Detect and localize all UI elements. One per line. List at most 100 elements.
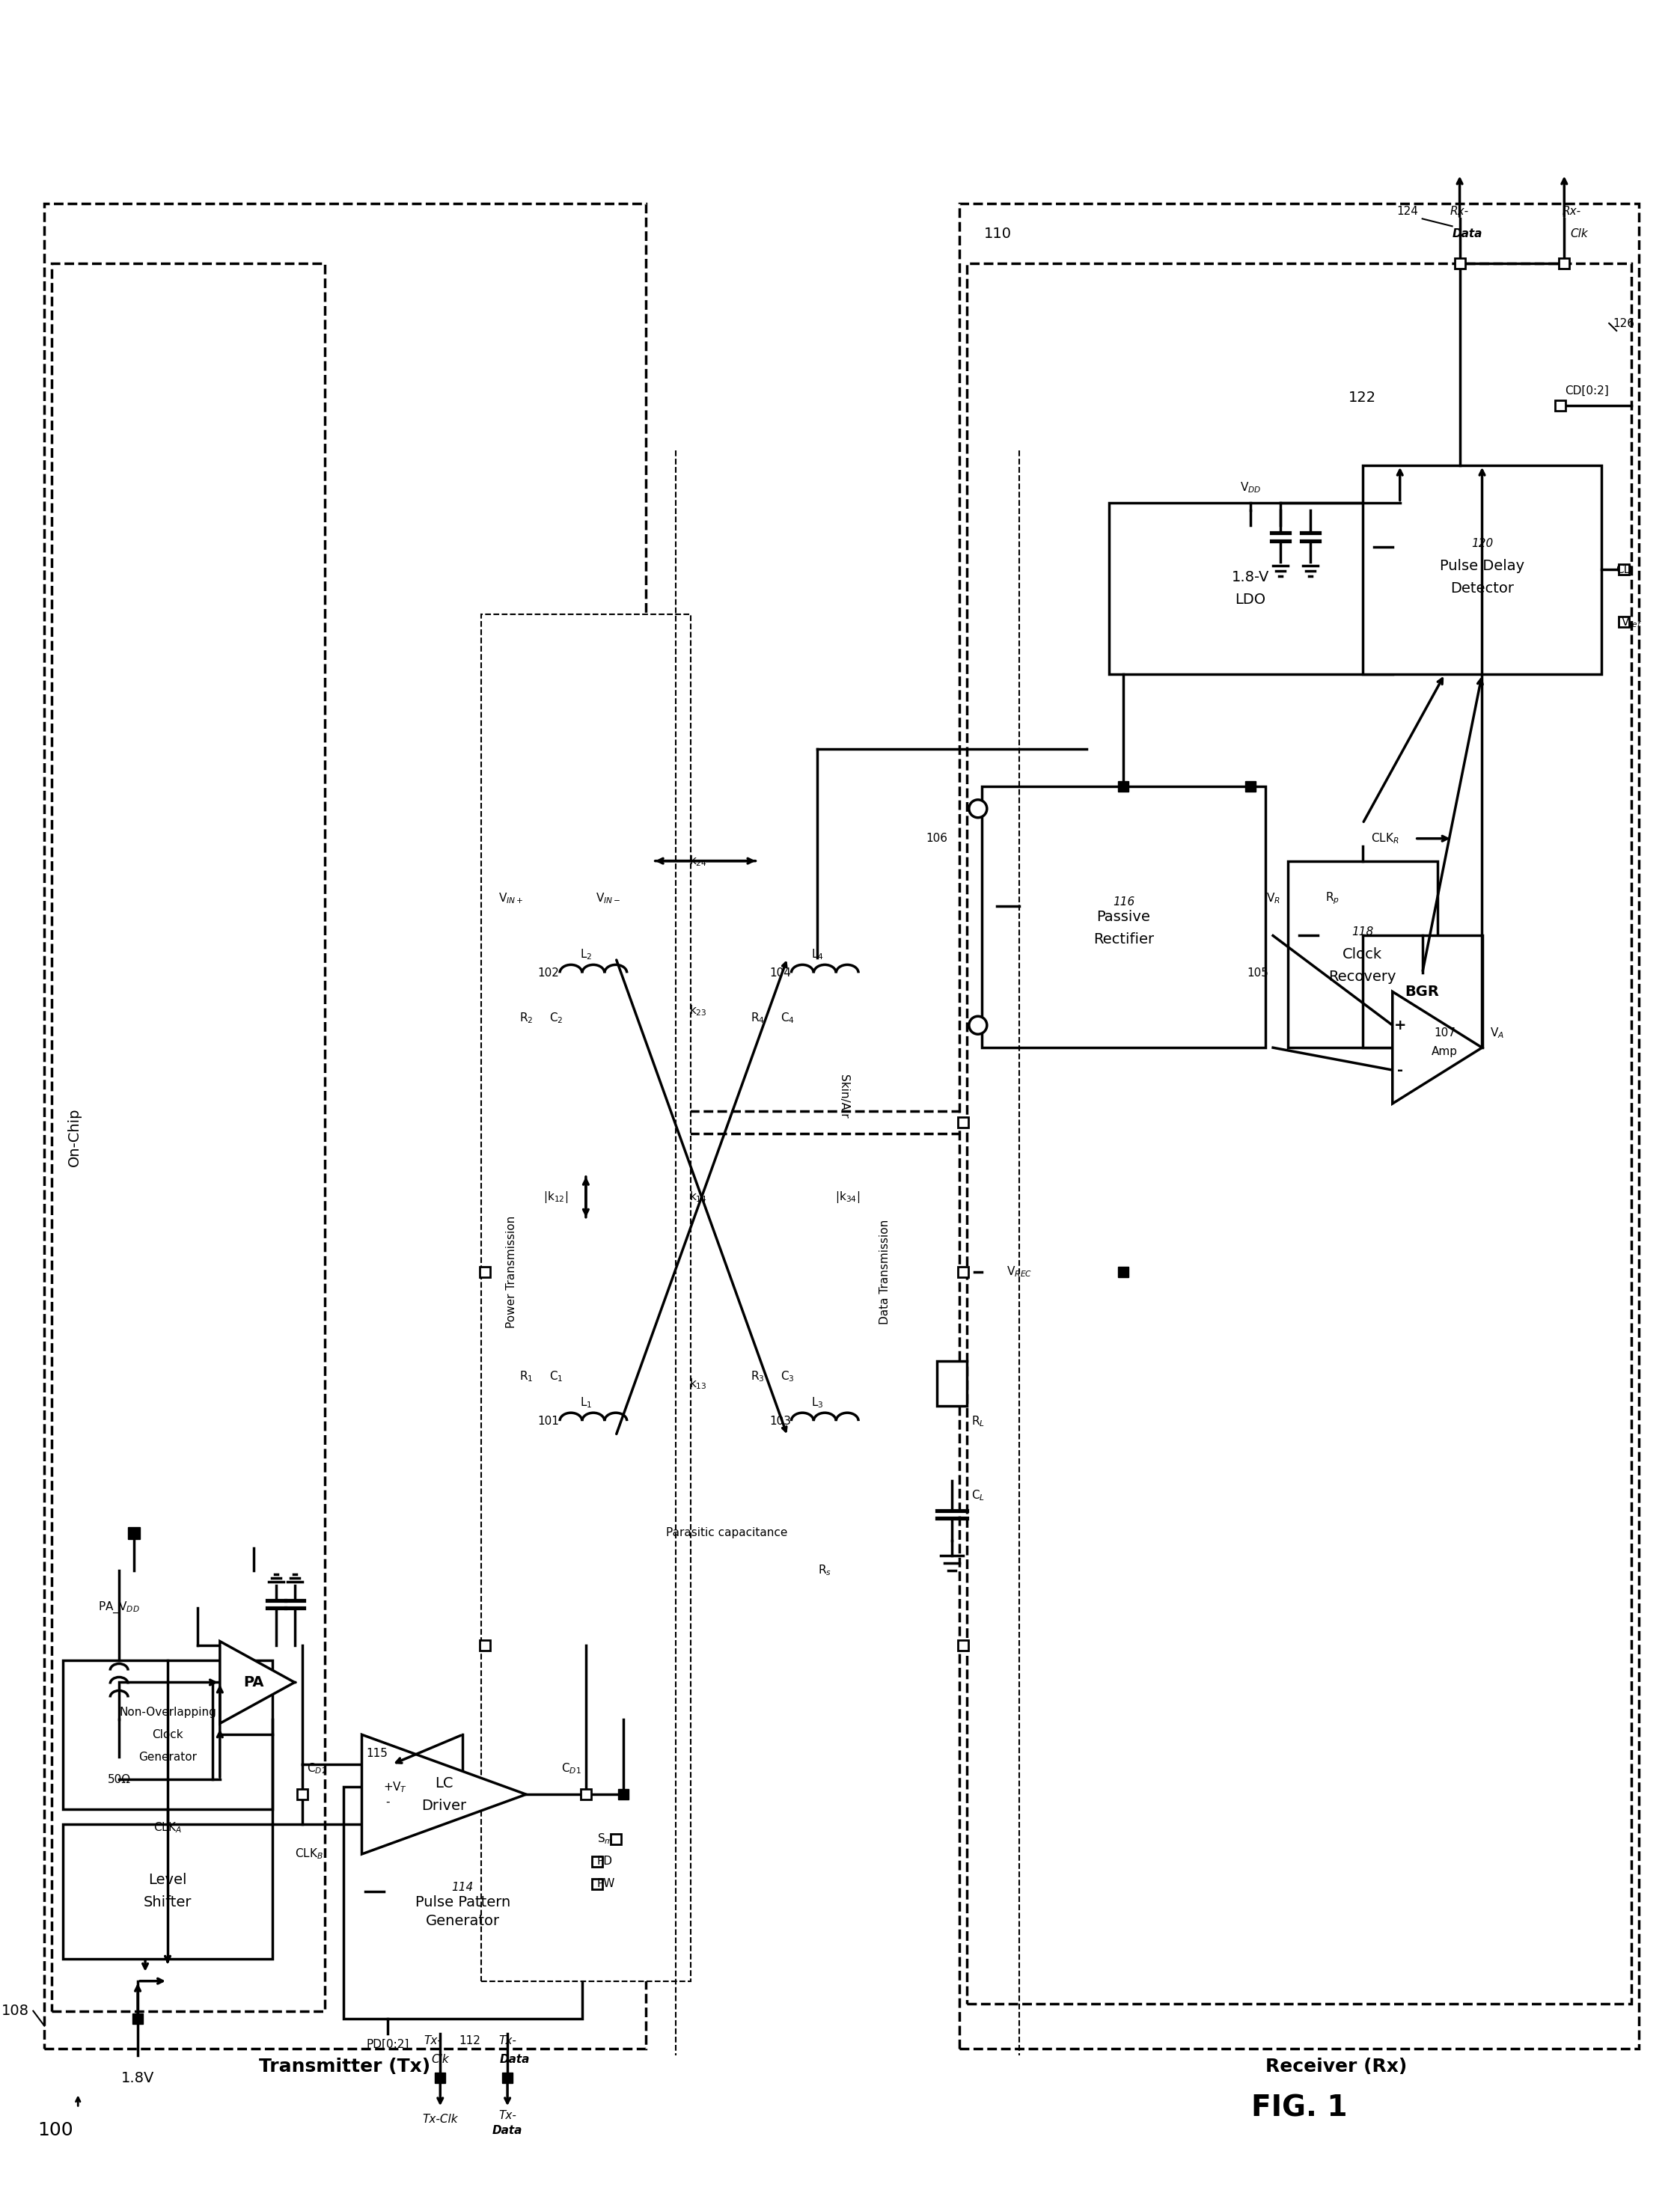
Text: S$_m$: S$_m$ [596, 1833, 613, 1846]
Text: 124: 124 [1396, 206, 1418, 217]
Text: +: + [1394, 1017, 1406, 1033]
Text: Skin/Air: Skin/Air [838, 1075, 848, 1119]
Bar [610, 1833, 622, 1844]
Text: Tx-: Tx- [499, 2034, 516, 2047]
Polygon shape [220, 1641, 294, 1722]
Text: LDO: LDO [1235, 593, 1267, 606]
Text: Tx-Clk: Tx-Clk [422, 2114, 459, 2125]
Text: Shifter: Shifter [143, 1895, 192, 1910]
Bar [480, 1267, 491, 1278]
Text: 118: 118 [1352, 926, 1374, 937]
Text: 1.8-V: 1.8-V [1231, 570, 1270, 584]
Text: 100: 100 [37, 2120, 74, 2140]
Text: PA_V$_{DD}$: PA_V$_{DD}$ [97, 1601, 139, 1614]
Bar [959, 203, 1640, 2047]
Text: Data: Data [1452, 228, 1482, 239]
Text: k$_{13}$: k$_{13}$ [689, 1377, 707, 1391]
Text: C$_2$: C$_2$ [549, 1010, 563, 1024]
Bar [480, 1641, 491, 1649]
Bar [1556, 400, 1566, 411]
Text: -: - [1398, 1063, 1403, 1077]
Bar [64, 1660, 272, 1809]
Text: Rx-: Rx- [1562, 206, 1581, 217]
Bar [958, 1117, 968, 1128]
Bar [581, 1789, 591, 1800]
Text: Data Transmission: Data Transmission [879, 1218, 890, 1324]
Bar [1109, 502, 1393, 674]
Circle shape [969, 1017, 986, 1035]
Text: Passive: Passive [1097, 911, 1151, 924]
Bar [435, 2074, 445, 2083]
Text: 108: 108 [2, 2003, 30, 2019]
Text: 107: 107 [1435, 1028, 1455, 1039]
Text: C$_4$: C$_4$ [781, 1010, 795, 1024]
Text: Rx-: Rx- [1450, 206, 1468, 217]
Text: V$_R$: V$_R$ [1265, 891, 1280, 904]
Bar [1455, 259, 1465, 270]
Text: Non-Overlapping: Non-Overlapping [119, 1707, 217, 1718]
Text: -: - [386, 1795, 390, 1806]
Text: k$_{24}$: k$_{24}$ [689, 853, 707, 869]
Text: 120: 120 [1472, 537, 1494, 548]
Bar [133, 2014, 143, 2023]
Text: k$_{23}$: k$_{23}$ [689, 1004, 707, 1017]
Text: R$_4$: R$_4$ [751, 1010, 764, 1024]
Text: R$_3$: R$_3$ [751, 1369, 764, 1384]
Text: FIG. 1: FIG. 1 [1252, 2094, 1347, 2123]
Text: Rectifier: Rectifier [1094, 933, 1154, 946]
Text: 102: 102 [538, 968, 559, 979]
Bar [591, 1857, 603, 1866]
Text: Generator: Generator [425, 1915, 499, 1928]
Text: PD: PD [596, 1855, 613, 1868]
Text: V$_{REC}$: V$_{REC}$ [1006, 1265, 1032, 1278]
Text: Transmitter (Tx): Transmitter (Tx) [259, 2058, 430, 2076]
Bar [966, 263, 1631, 2003]
Bar [1620, 564, 1630, 575]
Text: C$_3$: C$_3$ [781, 1369, 795, 1384]
Text: PD[0:2]: PD[0:2] [366, 2039, 410, 2050]
Text: Data: Data [501, 2054, 529, 2065]
Bar [52, 263, 324, 2012]
Text: V$_{DD}$: V$_{DD}$ [1240, 480, 1262, 495]
Polygon shape [1393, 991, 1482, 1103]
Text: Parasitic capacitance: Parasitic capacitance [665, 1528, 788, 1539]
Bar [1362, 935, 1482, 1048]
Text: 101: 101 [538, 1415, 559, 1426]
Bar [64, 1824, 272, 1959]
Text: L$_1$: L$_1$ [580, 1395, 591, 1408]
Text: CLK$_B$: CLK$_B$ [294, 1846, 323, 1862]
Text: Amp: Amp [1431, 1046, 1458, 1057]
Text: L$_2$: L$_2$ [580, 946, 591, 962]
Text: Level: Level [148, 1873, 186, 1888]
Text: 105: 105 [1247, 968, 1268, 979]
Text: C$_L$: C$_L$ [971, 1488, 984, 1503]
Text: Generator: Generator [138, 1751, 197, 1762]
Text: 1.8V: 1.8V [121, 2072, 155, 2085]
Bar [297, 1789, 307, 1800]
Text: LC: LC [435, 1775, 454, 1791]
Text: Clk: Clk [432, 2054, 449, 2065]
Polygon shape [361, 1736, 526, 1855]
Bar [343, 1786, 583, 2019]
Text: BGR: BGR [1404, 984, 1440, 999]
Text: R$_1$: R$_1$ [519, 1369, 533, 1384]
Bar [958, 1267, 968, 1278]
Text: 115: 115 [366, 1747, 388, 1760]
Text: R$_p$: R$_p$ [1326, 891, 1341, 907]
Bar [44, 203, 645, 2047]
Bar [1119, 1267, 1129, 1278]
Text: CLK$_A$: CLK$_A$ [153, 1822, 181, 1835]
Bar [618, 1789, 628, 1800]
Text: Tx-: Tx- [499, 2109, 516, 2120]
Text: Clock: Clock [153, 1729, 183, 1740]
Text: 110: 110 [984, 226, 1011, 241]
Text: Clk: Clk [1571, 228, 1588, 239]
Text: 122: 122 [1349, 391, 1376, 405]
Text: Clock: Clock [1342, 946, 1383, 962]
Text: 112: 112 [459, 2034, 480, 2047]
Bar [1559, 259, 1569, 270]
Text: C$_{D2}$: C$_{D2}$ [307, 1762, 328, 1775]
Text: CD[0:2]: CD[0:2] [1564, 385, 1609, 396]
Text: R$_s$: R$_s$ [818, 1563, 832, 1576]
Text: Tx-: Tx- [423, 2034, 442, 2047]
